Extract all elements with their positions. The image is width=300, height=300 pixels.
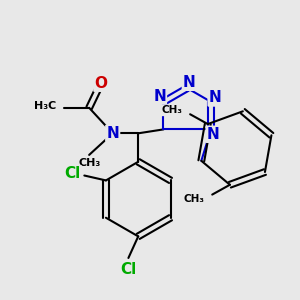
Text: N: N [106, 126, 119, 141]
Text: N: N [207, 127, 219, 142]
Text: CH₃: CH₃ [183, 194, 204, 203]
Text: N: N [153, 88, 166, 104]
Text: Cl: Cl [64, 166, 81, 181]
Text: CH₃: CH₃ [161, 105, 182, 115]
Text: CH₃: CH₃ [78, 158, 100, 168]
Text: N: N [208, 91, 221, 106]
Text: Cl: Cl [120, 262, 136, 277]
Text: H₃C: H₃C [34, 101, 56, 111]
Text: O: O [94, 76, 107, 91]
Text: N: N [183, 75, 196, 90]
